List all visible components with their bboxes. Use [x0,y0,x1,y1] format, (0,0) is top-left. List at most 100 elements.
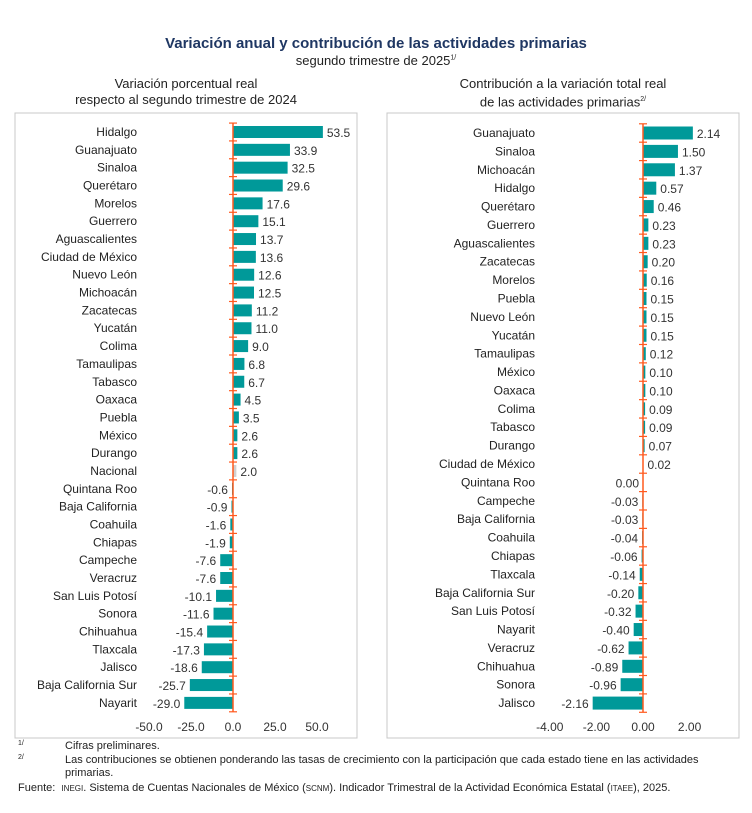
left-value-label: -25.7 [158,679,186,693]
right-value-label: -0.20 [607,587,635,601]
right-category-label: Jalisco [498,696,535,710]
left-value-label: 13.6 [260,251,284,265]
right-bar [643,420,646,434]
left-category-label: Nuevo León [72,268,137,282]
right-category-label: Tamaulipas [474,347,535,361]
right-value-label: -0.40 [602,624,630,638]
right-category-label: Nuevo León [470,310,535,324]
right-value-label: 0.00 [616,476,640,490]
subtitle-text: segundo trimestre de 2025 [295,53,451,68]
right-category-label: Sinaloa [495,144,535,158]
left-bar [233,304,252,317]
right-x-tick-label: 2.00 [678,720,702,734]
right-value-label: 0.23 [652,237,676,251]
left-category-label: Hidalgo [96,125,137,139]
left-bar [230,518,233,531]
right-category-label: Michoacán [477,163,535,177]
left-value-label: 17.6 [267,197,291,211]
left-value-label: -0.6 [207,483,228,497]
left-value-label: -29.0 [153,697,181,711]
right-bar [643,236,649,250]
right-category-label: Morelos [492,273,535,287]
left-bar [233,250,256,263]
left-value-label: 3.5 [243,411,260,425]
right-bar [643,163,675,177]
right-category-label: Ciudad de México [439,457,535,471]
left-panel-frame [14,112,358,739]
left-category-label: Baja California [59,500,137,514]
left-bar [233,411,239,424]
subtitle-note: 1/ [450,54,457,62]
left-category-label: Tlaxcala [92,642,137,656]
right-category-label: Tlaxcala [490,567,535,581]
left-value-label: 32.5 [292,162,316,176]
left-value-label: -7.6 [196,554,217,568]
left-x-tick-label: -50.0 [135,720,163,734]
right-bar [643,126,693,140]
right-bar [643,402,646,416]
right-bar [592,696,643,710]
left-bar [220,572,233,584]
left-value-label: 2.6 [241,447,258,461]
left-value-label: 9.0 [252,340,269,354]
left-bar [233,393,241,406]
left-bar [233,143,290,156]
right-value-label: 0.07 [649,440,673,454]
right-value-label: -0.62 [597,642,625,656]
left-category-label: Chiapas [93,535,137,549]
left-category-label: Jalisco [100,660,137,674]
left-value-label: -0.9 [207,501,228,515]
right-value-label: 2.14 [697,127,721,141]
source-text-c: ), 2025. [633,782,671,794]
right-value-label: 0.10 [649,384,673,398]
left-bar [233,429,238,442]
left-x-tick-label: -25.0 [177,720,205,734]
left-bar [233,161,288,174]
right-value-label: 0.23 [652,219,676,233]
left-value-label: 2.0 [240,465,257,479]
left-value-label: 2.6 [241,429,258,443]
right-category-label: Sonora [496,678,535,692]
left-x-tick-label: 25.0 [263,720,287,734]
footnote-2-mark: 2/ [18,754,24,761]
left-title-line1: Variación porcentual real [114,76,258,91]
left-category-label: Nacional [90,464,137,478]
left-value-label: 4.5 [245,394,262,408]
right-category-label: México [497,365,535,379]
right-value-label: 0.12 [650,348,674,362]
left-bar [203,643,233,656]
right-category-label: Aguascalientes [454,236,535,250]
right-category-label: Quintana Roo [461,475,535,489]
left-bar [189,679,233,692]
left-category-label: México [99,428,137,442]
right-category-label: Baja California Sur [435,586,535,600]
right-category-label: Zacatecas [480,255,535,269]
left-category-label: Morelos [94,196,137,210]
right-category-label: Colima [498,402,536,416]
right-title-note: 2/ [640,96,647,103]
source-label: Fuente: [18,782,56,794]
right-value-label: 0.15 [650,311,674,325]
left-category-label: Ciudad de México [41,250,137,264]
right-category-label: Baja California [457,512,535,526]
right-value-label: -0.06 [610,550,638,564]
right-category-label: Durango [489,439,535,453]
left-value-label: -15.4 [176,626,204,640]
right-bar [643,144,678,158]
right-category-label: Oaxaca [494,383,536,397]
left-category-label: Michoacán [79,286,137,300]
right-category-label: Guerrero [487,218,535,232]
right-value-label: 0.57 [660,182,684,196]
footnote-1-mark: 1/ [18,740,24,747]
left-category-label: Campeche [79,553,137,567]
source-abbr-itaee: ITAEE [610,784,634,793]
right-bar [643,200,654,214]
left-category-label: Chihuahua [79,625,137,639]
right-bar [620,678,643,692]
left-bar [231,500,233,513]
left-x-tick-label: 0.0 [225,720,242,734]
left-value-label: -17.3 [173,643,201,657]
right-panel-title: Contribución a la variación total real de… [387,76,739,110]
left-value-label: 33.9 [294,144,318,158]
